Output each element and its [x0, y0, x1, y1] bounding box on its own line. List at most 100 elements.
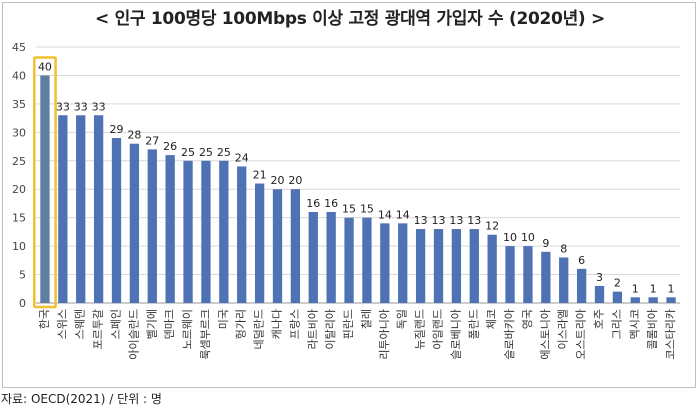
data-label: 15: [342, 203, 356, 216]
category-label: 독일: [395, 309, 409, 329]
bar: [183, 160, 193, 303]
category-label: 벨기에: [145, 309, 158, 339]
data-label: 29: [110, 123, 124, 136]
data-label: 25: [181, 146, 195, 159]
data-label: 8: [560, 242, 567, 255]
data-label: 13: [449, 214, 463, 227]
category-label: 아일랜드: [431, 309, 445, 349]
highlight-box: [33, 56, 57, 309]
bar: [58, 115, 68, 304]
category-label: 폴란드: [467, 309, 480, 339]
category-label: 칠레: [360, 309, 373, 329]
bar: [487, 234, 497, 303]
data-label: 25: [199, 146, 213, 159]
bar: [433, 229, 444, 303]
y-tick-label: 15: [12, 212, 26, 225]
data-label: 1: [650, 282, 657, 295]
data-label: 1: [632, 282, 639, 295]
category-label: 한국: [38, 309, 51, 329]
category-label: 슬로바키아: [503, 309, 516, 360]
data-label: 27: [145, 134, 159, 147]
bar: [594, 285, 605, 303]
bar: [76, 115, 86, 304]
category-label: 콜롬비아: [646, 309, 659, 349]
data-label: 26: [163, 140, 177, 153]
data-label: 10: [503, 231, 517, 244]
bar: [201, 160, 211, 303]
category-label: 리투아니아: [378, 309, 391, 360]
y-tick-label: 5: [19, 269, 26, 282]
data-label: 28: [127, 129, 141, 142]
category-label: 체코: [485, 309, 498, 329]
bar: [380, 223, 390, 303]
data-label: 33: [56, 100, 70, 113]
bar: [398, 223, 408, 303]
data-label: 6: [578, 254, 585, 267]
data-label: 16: [324, 197, 338, 210]
category-label: 영국: [521, 309, 534, 329]
bar: [612, 291, 623, 303]
data-label: 13: [467, 214, 481, 227]
bar: [165, 155, 175, 303]
data-label: 13: [414, 214, 428, 227]
bar: [666, 297, 676, 303]
bar: [219, 160, 229, 303]
bar: [344, 217, 354, 303]
data-label: 25: [217, 146, 231, 159]
category-label: 네덜란드: [253, 309, 266, 349]
bar-chart: 05101520253035404540한국33스위스33스웨덴33포르투갈29…: [12, 41, 680, 360]
data-label: 21: [253, 169, 267, 182]
y-tick-label: 25: [12, 155, 26, 168]
bar: [576, 268, 587, 303]
data-label: 24: [235, 151, 249, 164]
bar: [111, 138, 122, 303]
bar: [469, 229, 479, 303]
data-label: 1: [668, 282, 675, 295]
category-label: 덴마크: [163, 309, 176, 339]
bar: [147, 149, 157, 303]
chart-title: < 인구 100명당 100Mbps 이상 고정 광대역 가입자 수 (2020…: [95, 9, 605, 29]
category-label: 슬로베니아: [449, 309, 462, 360]
bar: [415, 229, 426, 303]
category-label: 멕시코: [628, 309, 641, 339]
bar: [129, 143, 140, 303]
category-label: 룩셈부르크: [199, 309, 212, 360]
data-label: 9: [542, 237, 549, 250]
category-label: 노르웨이: [181, 309, 194, 349]
y-tick-label: 10: [12, 240, 26, 253]
data-label: 33: [74, 100, 88, 113]
bar: [451, 229, 462, 303]
bar: [648, 297, 658, 303]
chart-frame: [2, 2, 696, 388]
data-label: 16: [306, 197, 320, 210]
data-label: 33: [92, 100, 106, 113]
bar: [523, 246, 533, 303]
y-tick-label: 45: [12, 41, 26, 54]
bar: [541, 251, 551, 303]
bar: [559, 257, 569, 303]
category-label: 프랑스: [288, 309, 301, 339]
y-tick-label: 30: [12, 126, 26, 139]
bar: [326, 211, 336, 303]
category-label: 라트비아: [306, 309, 319, 349]
source-note: 자료: OECD(2021) / 단위 : 명: [1, 392, 162, 406]
category-label: 캐나다: [271, 309, 284, 339]
bar: [40, 75, 50, 303]
bar: [237, 166, 247, 303]
data-label: 2: [614, 277, 621, 290]
data-label: 3: [596, 271, 603, 284]
category-label: 스웨덴: [74, 309, 87, 339]
y-tick-label: 40: [12, 69, 26, 82]
category-label: 이탈리아: [324, 309, 337, 349]
y-tick-label: 20: [12, 183, 26, 196]
y-tick-label: 35: [12, 98, 26, 111]
category-label: 스페인: [110, 309, 123, 339]
category-label: 스위스: [56, 309, 69, 339]
category-label: 호주: [593, 309, 606, 329]
data-label: 14: [378, 208, 392, 221]
bar: [93, 115, 104, 304]
bar: [272, 189, 283, 303]
category-label: 미국: [217, 309, 230, 329]
data-label: 14: [396, 208, 410, 221]
bar: [362, 217, 372, 303]
